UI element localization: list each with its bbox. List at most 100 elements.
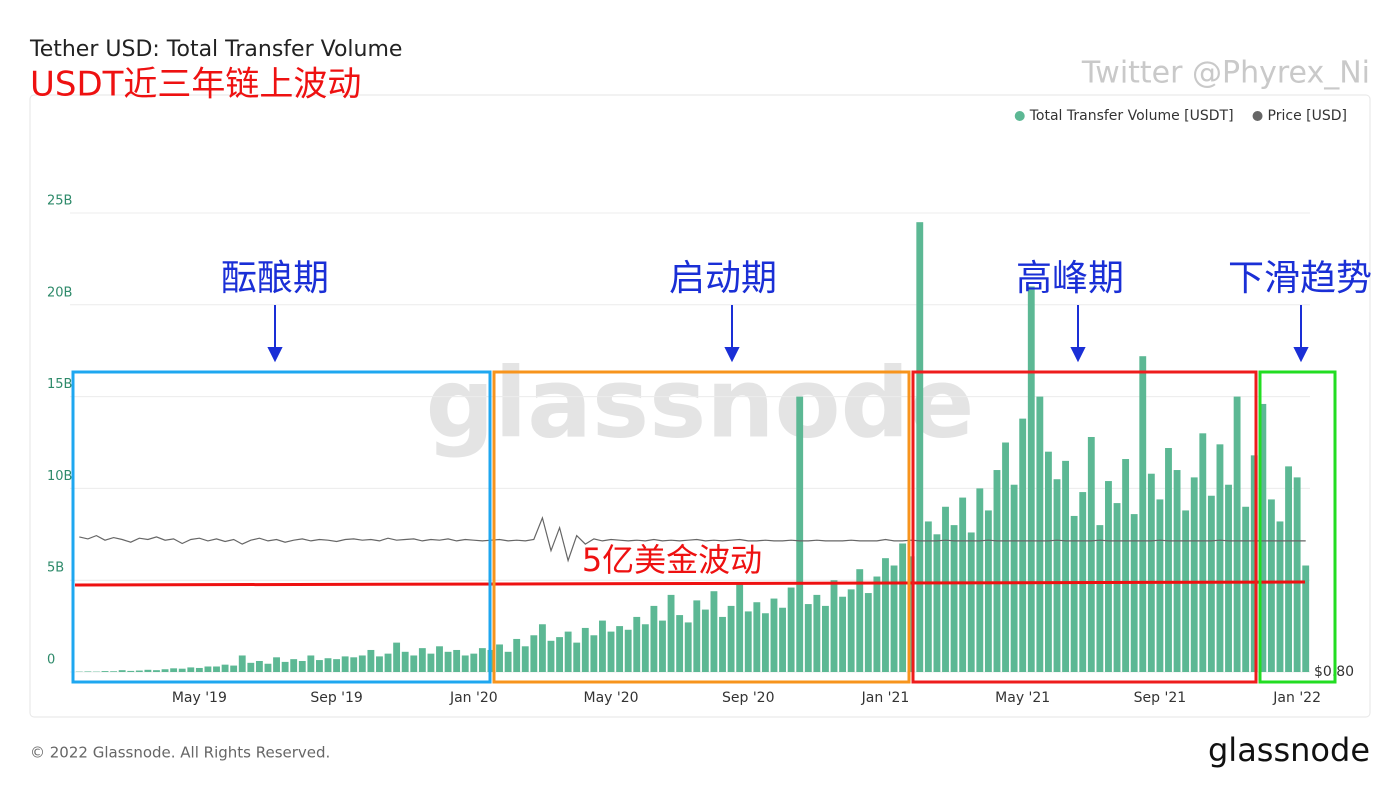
- bar: [1147, 473, 1155, 672]
- bar: [341, 656, 349, 672]
- bar: [761, 613, 769, 672]
- legend-swatch: [1014, 111, 1025, 121]
- bar: [676, 615, 684, 672]
- x-tick-label: Sep '19: [310, 690, 363, 706]
- bar: [933, 534, 941, 672]
- bar: [195, 667, 203, 672]
- bar: [170, 668, 178, 672]
- bar: [641, 624, 649, 672]
- bar: [573, 642, 581, 672]
- bar: [1010, 484, 1018, 672]
- bar: [350, 657, 358, 672]
- x-tick-label: May '21: [995, 690, 1050, 706]
- bar: [796, 396, 804, 672]
- legend-swatch: [1252, 111, 1263, 121]
- bar: [916, 222, 924, 672]
- bar: [1122, 459, 1130, 672]
- bar: [333, 659, 341, 672]
- bar: [281, 661, 289, 672]
- bar: [213, 666, 220, 672]
- bar: [538, 624, 546, 672]
- bar: [1302, 565, 1310, 672]
- bar: [307, 655, 315, 672]
- bar: [624, 629, 632, 672]
- bar: [907, 556, 915, 672]
- bar: [959, 497, 967, 672]
- bar: [882, 558, 889, 672]
- bar: [693, 600, 701, 672]
- y-tick-label: 25B: [47, 194, 72, 209]
- phase-label: 酝酿期: [221, 258, 329, 299]
- bar: [847, 589, 855, 672]
- bar: [393, 642, 401, 672]
- bar: [779, 607, 786, 672]
- bar: [521, 646, 529, 672]
- credit: Twitter @Phyrex_Ni: [1081, 56, 1370, 91]
- bar: [1173, 470, 1181, 672]
- bar: [1002, 442, 1009, 672]
- phase-label: 高峰期: [1016, 258, 1124, 299]
- bar: [556, 637, 563, 672]
- bar: [787, 587, 795, 672]
- bar: [1019, 418, 1027, 672]
- bar: [118, 670, 126, 672]
- bar: [1267, 499, 1275, 672]
- bar: [873, 576, 881, 672]
- x-tick-label: May '20: [583, 690, 638, 706]
- bar: [967, 532, 975, 672]
- bar: [436, 646, 443, 672]
- bar: [770, 598, 778, 672]
- bar: [153, 670, 160, 672]
- phase-box: [1258, 370, 1337, 684]
- bar: [255, 660, 263, 672]
- bar: [453, 649, 461, 672]
- bar: [744, 611, 752, 672]
- bar: [530, 635, 538, 672]
- y-tick-label: 15B: [47, 377, 72, 392]
- phase-label: 启动期: [669, 258, 777, 299]
- bar: [547, 640, 555, 672]
- bar: [1190, 477, 1198, 672]
- bar: [444, 651, 452, 672]
- bar: [1044, 451, 1052, 672]
- chart-card: [29, 94, 1371, 718]
- bar: [101, 671, 109, 672]
- bar: [590, 635, 598, 672]
- price-line: [79, 515, 1306, 563]
- bar: [599, 620, 606, 672]
- x-tick-label: Jan '20: [449, 690, 498, 706]
- bar: [358, 655, 366, 672]
- bar: [135, 670, 143, 672]
- bar: [864, 593, 872, 672]
- chart-title: Tether USD: Total Transfer Volume: [29, 37, 402, 62]
- bar: [1250, 455, 1258, 672]
- bar: [581, 627, 589, 672]
- bar: [230, 665, 238, 672]
- annotation: 5亿美金波动: [582, 541, 762, 579]
- bar: [1199, 433, 1207, 672]
- footer: © 2022 Glassnode. All Rights Reserved.: [30, 744, 330, 762]
- bar: [1165, 448, 1172, 672]
- bar: [813, 594, 821, 672]
- x-tick-label: Jan '21: [861, 690, 910, 706]
- bar: [264, 663, 272, 672]
- bar: [993, 470, 1001, 672]
- bar: [238, 655, 246, 672]
- x-tick-label: May '19: [172, 690, 227, 706]
- bar: [221, 664, 229, 672]
- bar: [470, 653, 478, 672]
- y-tick-label: 0: [47, 653, 55, 668]
- bar: [1182, 510, 1190, 672]
- bar: [1293, 477, 1301, 672]
- bar: [1062, 460, 1070, 672]
- bar: [1207, 495, 1215, 672]
- bar: [822, 605, 829, 672]
- legend-label: Price [USD]: [1268, 108, 1347, 124]
- logo: glassnode: [1208, 731, 1370, 769]
- bar: [1105, 481, 1112, 672]
- bar: [1113, 503, 1121, 672]
- bar: [1216, 444, 1224, 672]
- bar: [496, 644, 503, 672]
- bar: [839, 596, 847, 672]
